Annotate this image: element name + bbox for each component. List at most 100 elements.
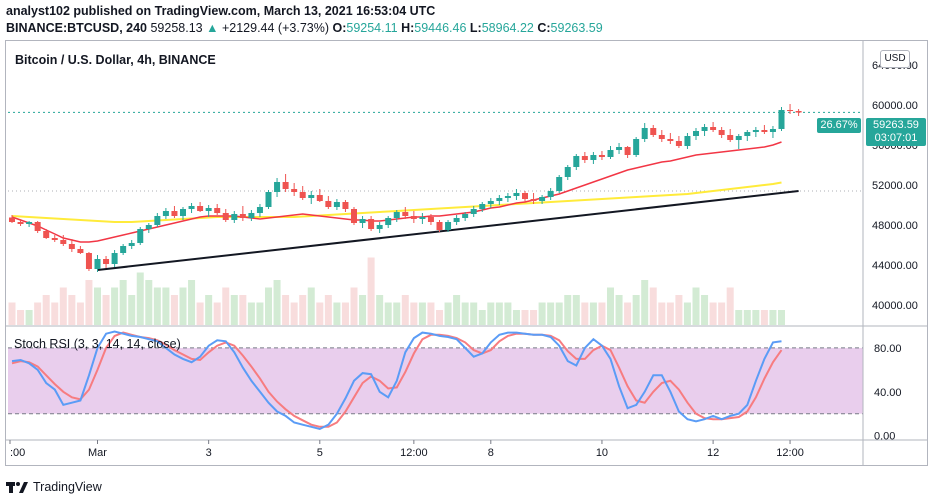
volume-bar <box>555 302 563 325</box>
volume-bar <box>179 287 187 325</box>
candle-body <box>453 218 460 222</box>
volume-bar <box>273 280 281 325</box>
price-tick-label: 48000.00 <box>872 220 918 232</box>
volume-bar <box>384 302 392 325</box>
volume-bar <box>718 302 726 325</box>
candle-body <box>650 128 657 135</box>
percent-tag: 26.67% <box>817 118 861 133</box>
open-value: 59254.11 <box>346 21 398 35</box>
open-label: O: <box>332 21 347 35</box>
symbol-label: BINANCE:BTCUSD, 240 <box>6 21 147 35</box>
candle-body <box>222 213 229 220</box>
candle-body <box>573 156 580 167</box>
volume-bar <box>436 310 443 325</box>
volume-bar <box>504 302 512 325</box>
volume-bar <box>359 295 367 325</box>
candle-body <box>171 211 178 216</box>
volume-bar <box>153 287 161 325</box>
candle-body <box>77 249 84 253</box>
candle-body <box>299 192 306 198</box>
candle-body <box>145 225 152 229</box>
currency-button[interactable]: USD <box>880 50 910 68</box>
candle-body <box>34 222 41 231</box>
candle-body <box>693 131 699 136</box>
candle-body <box>513 193 520 196</box>
candle-body <box>120 246 127 253</box>
footer-brand[interactable]: TradingView <box>6 478 102 496</box>
volume-bar <box>128 295 136 325</box>
volume-bar <box>119 280 127 325</box>
volume-bar <box>530 310 538 325</box>
pane-title: Bitcoin / U.S. Dollar, 4h, BINANCE <box>15 53 216 67</box>
volume-bar <box>350 287 358 325</box>
candle-body <box>727 135 734 140</box>
close-label: C: <box>537 21 551 35</box>
time-tick-label: Mar <box>88 447 107 459</box>
candle-body <box>496 198 503 201</box>
candle-body <box>778 110 785 129</box>
candle-body <box>231 214 238 220</box>
candle-body <box>462 214 469 218</box>
stoch-tick-label: 40.00 <box>874 387 902 399</box>
candle-body <box>479 204 486 209</box>
candle-body <box>385 218 392 225</box>
volume-bar <box>726 287 734 325</box>
candle-body <box>188 206 195 209</box>
candle-body <box>282 182 289 189</box>
candle-body <box>291 189 298 192</box>
volume-bar <box>607 287 614 325</box>
candle-body <box>735 136 742 140</box>
time-tick-label: 12 <box>707 447 719 459</box>
candle-body <box>333 202 340 207</box>
volume-bar <box>461 302 469 325</box>
symbol-line: BINANCE:BTCUSD, 240 59258.13 ▲ +2129.44 … <box>6 21 603 35</box>
price-change: +2129.44 (+3.73%) <box>221 21 329 35</box>
volume-bar <box>564 295 572 325</box>
chart-frame[interactable] <box>5 40 928 466</box>
candle-body <box>154 216 161 225</box>
volume-bar <box>136 272 144 325</box>
volume-bar <box>547 302 555 325</box>
volume-bar <box>410 302 418 325</box>
volume-bar <box>59 287 67 325</box>
candle-body <box>667 139 674 141</box>
candle-body <box>214 208 221 213</box>
volume-bar <box>521 310 529 325</box>
time-tick-label: 12:00 <box>400 447 428 459</box>
candle-body <box>598 155 605 157</box>
volume-bar <box>68 295 76 325</box>
candle-body <box>17 222 24 224</box>
time-tick-label: 8 <box>488 447 494 459</box>
volume-bar <box>145 280 153 325</box>
candle-body <box>43 231 50 238</box>
candle-body <box>274 182 281 192</box>
volume-bar <box>470 302 478 325</box>
volume-bar <box>752 310 760 325</box>
candle-body <box>359 219 366 223</box>
candle-body <box>633 139 640 155</box>
candle-body <box>547 191 554 197</box>
volume-bar <box>316 302 324 325</box>
stoch-k-line <box>11 330 782 431</box>
price-tick-label: 44000.00 <box>872 260 918 272</box>
candle-body <box>256 207 263 213</box>
volume-bar <box>42 295 50 325</box>
candle-body <box>316 195 323 201</box>
time-tick-label: 3 <box>206 447 212 459</box>
candle-body <box>752 130 759 132</box>
volume-bar <box>196 302 204 325</box>
stoch-rsi-title: Stoch RSI (3, 3, 14, 14, close) <box>14 337 181 351</box>
candle-body <box>111 253 118 264</box>
volume-bar <box>188 280 196 325</box>
volume-bar <box>769 310 777 325</box>
candle-body <box>641 128 648 139</box>
volume-bar <box>683 302 691 325</box>
time-tick-label: 12:00 <box>776 447 804 459</box>
volume-bar <box>444 302 452 325</box>
candle-body <box>427 217 434 222</box>
volume-bar <box>735 310 743 325</box>
volume-bar <box>478 310 486 325</box>
volume-bar <box>162 287 170 325</box>
candle-body <box>94 259 101 269</box>
